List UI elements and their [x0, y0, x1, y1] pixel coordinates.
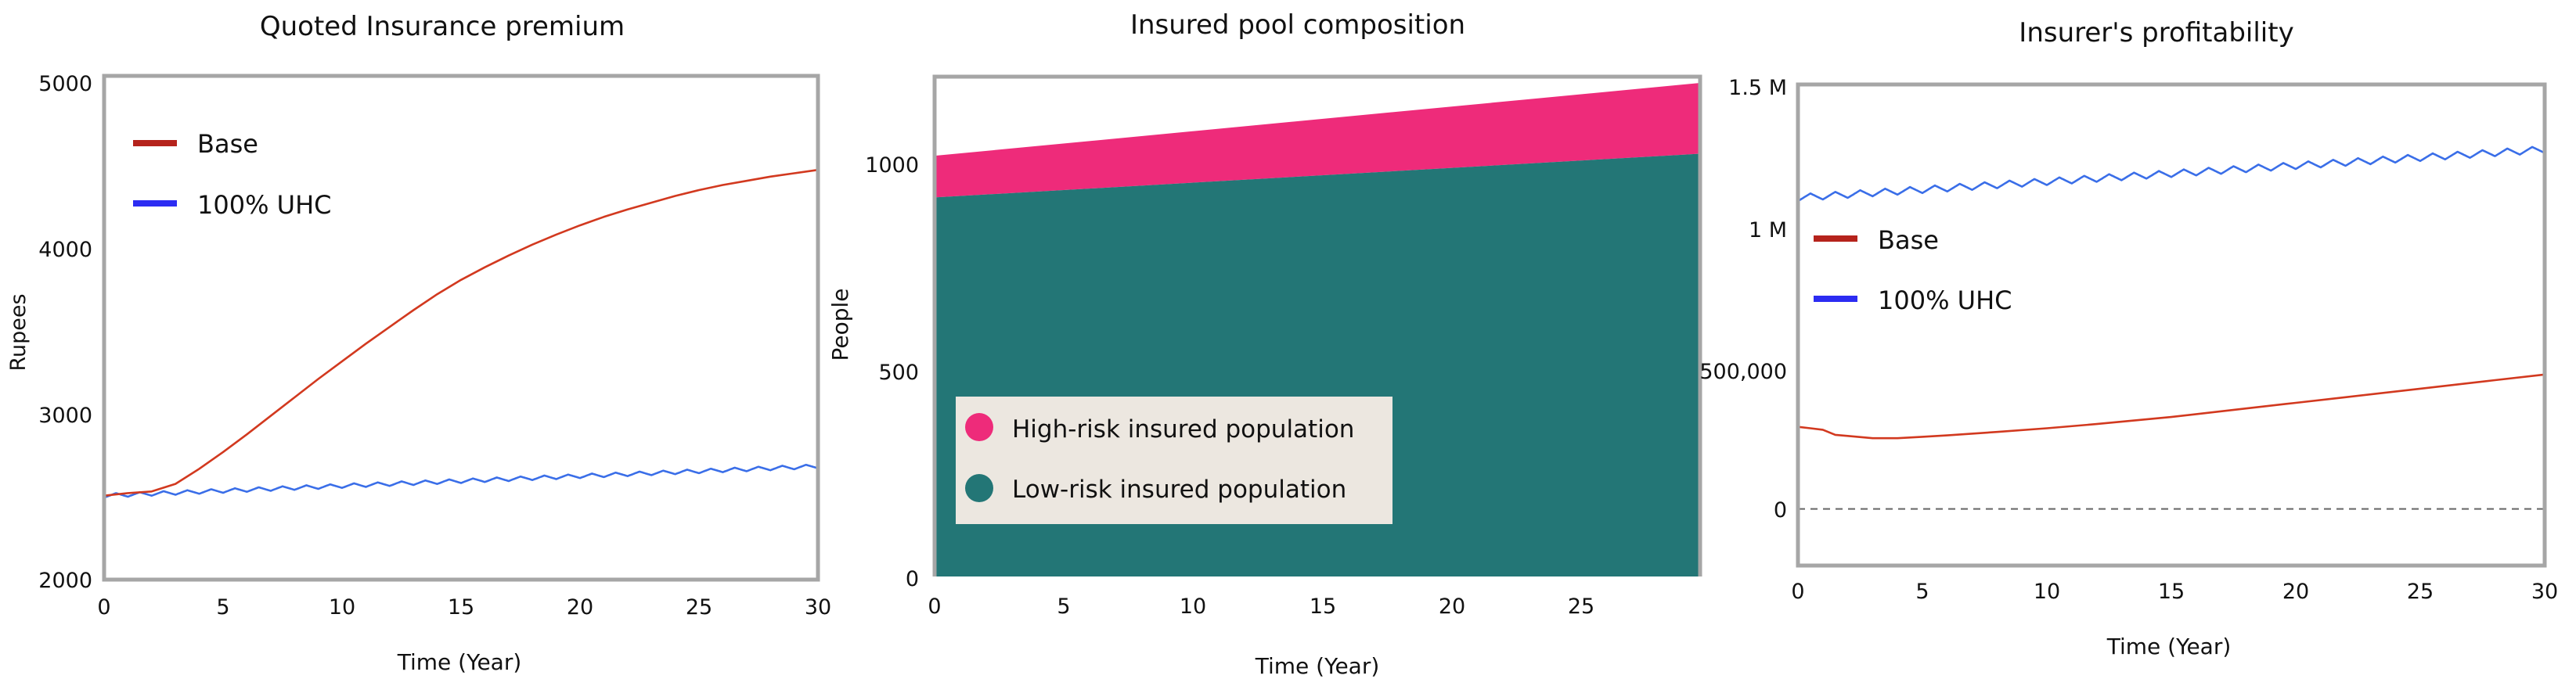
profit-series-uhc	[1797, 145, 2545, 203]
pool-x-tick-label: 0	[928, 594, 941, 619]
profit-legend-label-uhc: 100% UHC	[1878, 286, 2012, 315]
premium-chart: Quoted Insurance premium Rupees Time (Ye…	[6, 11, 831, 675]
premium-x-tick-label: 25	[686, 595, 712, 620]
pool-y-ticks: 0 500 1000	[865, 153, 919, 591]
premium-x-tick-label: 15	[448, 595, 474, 620]
premium-legend-label-base: Base	[197, 129, 258, 159]
premium-y-tick-label: 3000	[38, 404, 92, 428]
pool-x-tick-label: 15	[1310, 594, 1336, 619]
profit-x-tick-label: 0	[1791, 580, 1804, 604]
pool-legend-label-high-risk: High-risk insured population	[1012, 415, 1354, 444]
pool-x-tick-label: 5	[1057, 594, 1070, 619]
pool-legend: High-risk insured population Low-risk in…	[956, 397, 1392, 524]
profit-x-tick-label: 10	[2034, 580, 2060, 604]
profit-legend-swatch-base	[1814, 235, 1857, 242]
profit-chart-title: Insurer's profitability	[2019, 17, 2293, 48]
profit-y-tick-label: 500,000	[1699, 360, 1787, 384]
profit-y-ticks: 0 500,000 1 M 1.5 M	[1699, 76, 1787, 523]
pool-legend-box	[956, 397, 1392, 524]
pool-y-tick-label: 0	[906, 567, 919, 591]
premium-x-tick-label: 10	[329, 595, 355, 620]
pool-y-tick-label: 1000	[865, 153, 919, 178]
premium-x-tick-label: 20	[567, 595, 593, 620]
premium-y-tick-label: 5000	[38, 72, 92, 96]
premium-series-base	[103, 168, 819, 497]
pool-legend-swatch-low-risk	[965, 474, 993, 502]
profit-legend: Base 100% UHC	[1814, 225, 2012, 315]
pool-x-tick-label: 10	[1180, 594, 1206, 619]
premium-legend-swatch-uhc	[133, 200, 177, 207]
pool-x-ticks: 0 5 10 15 20 25	[928, 594, 1594, 619]
pool-chart-title: Insured pool composition	[1130, 9, 1465, 41]
pool-chart: Insured pool composition People Time (Ye…	[827, 9, 1702, 679]
premium-chart-title: Quoted Insurance premium	[260, 11, 625, 42]
profit-x-tick-label: 25	[2407, 580, 2434, 604]
premium-x-tick-label: 30	[805, 595, 831, 620]
profit-series-base	[1797, 373, 2545, 440]
pool-plot-frame	[932, 74, 1702, 576]
profit-y-tick-label: 1.5 M	[1728, 76, 1787, 100]
premium-legend: Base 100% UHC	[133, 129, 331, 220]
premium-x-tick-label: 5	[216, 595, 229, 620]
pool-x-tick-label: 25	[1568, 594, 1594, 619]
pool-x-tick-label: 20	[1439, 594, 1465, 619]
pool-area-high-risk	[935, 82, 1700, 198]
pool-y-tick-label: 500	[878, 361, 919, 385]
profit-x-tick-label: 5	[1915, 580, 1929, 604]
profit-chart: Insurer's profitability 0 500,000 1 M 1.…	[1699, 17, 2558, 659]
profit-x-tick-label: 15	[2158, 580, 2185, 604]
premium-x-axis-label: Time (Year)	[397, 649, 522, 675]
pool-x-axis-label: Time (Year)	[1255, 653, 1380, 679]
premium-y-axis-label: Rupees	[6, 293, 31, 371]
premium-series-uhc	[103, 463, 819, 499]
pool-legend-label-low-risk: Low-risk insured population	[1012, 476, 1346, 504]
premium-legend-label-uhc: 100% UHC	[197, 190, 331, 220]
premium-plot-frame	[102, 74, 820, 582]
profit-plot-area	[1797, 145, 2545, 510]
pool-legend-swatch-high-risk	[965, 413, 993, 441]
premium-x-ticks: 0 5 10 15 20 25 30	[97, 595, 831, 620]
profit-x-tick-label: 20	[2282, 580, 2309, 604]
profit-x-axis-label: Time (Year)	[2106, 634, 2232, 659]
profit-y-tick-label: 1 M	[1749, 218, 1787, 242]
profit-legend-swatch-uhc	[1814, 296, 1857, 302]
premium-legend-swatch-base	[133, 140, 177, 146]
premium-y-tick-label: 4000	[38, 238, 92, 262]
premium-y-tick-label: 2000	[38, 569, 92, 593]
profit-plot-frame	[1796, 82, 2547, 568]
profit-legend-label-base: Base	[1878, 225, 1939, 255]
premium-y-ticks: 2000 3000 4000 5000	[38, 72, 92, 593]
premium-plot-area	[103, 168, 819, 499]
profit-x-tick-label: 30	[2531, 580, 2558, 604]
premium-x-tick-label: 0	[97, 595, 110, 620]
pool-y-axis-label: People	[827, 288, 853, 361]
profit-x-ticks: 0 5 10 15 20 25 30	[1791, 580, 2558, 604]
profit-y-tick-label: 0	[1774, 498, 1787, 523]
